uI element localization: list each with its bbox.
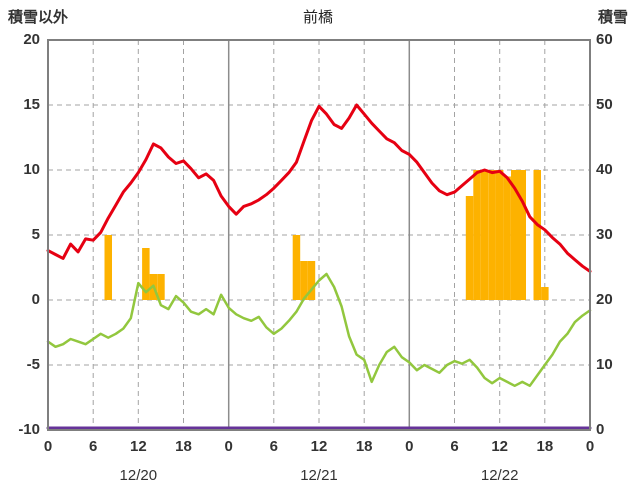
hour-label: 12 bbox=[310, 438, 328, 455]
date-label: 12/21 bbox=[300, 467, 338, 484]
date-label: 12/22 bbox=[480, 467, 519, 484]
right-axis-tick: 10 bbox=[596, 356, 613, 373]
right-axis-tick: 20 bbox=[596, 291, 613, 308]
hour-label: 0 bbox=[224, 438, 233, 455]
left-axis-tick: -10 bbox=[18, 421, 40, 438]
right-axis-tick: 60 bbox=[596, 31, 613, 48]
hour-label: 18 bbox=[355, 438, 373, 455]
right-axis-title: 積雪 bbox=[597, 9, 628, 26]
right-axis-tick: 40 bbox=[596, 161, 613, 178]
hour-label: 12 bbox=[129, 438, 147, 455]
hour-label: 18 bbox=[175, 438, 192, 455]
left-axis-tick: 5 bbox=[31, 226, 40, 243]
hour-label: 6 bbox=[269, 438, 278, 455]
date-label: 12/20 bbox=[119, 467, 158, 484]
hour-label: 12 bbox=[491, 438, 508, 455]
right-axis-tick: 30 bbox=[596, 226, 613, 243]
hour-label: 18 bbox=[536, 438, 554, 455]
right-axis-tick: 50 bbox=[596, 96, 613, 113]
hour-label: 0 bbox=[43, 438, 53, 455]
left-axis-tick: 15 bbox=[23, 96, 40, 113]
hour-label: 0 bbox=[585, 438, 595, 455]
hour-label: 0 bbox=[405, 438, 414, 455]
left-axis-tick: 10 bbox=[23, 161, 40, 178]
left-axis-tick: 0 bbox=[31, 291, 40, 308]
left-axis-tick: 20 bbox=[23, 31, 40, 48]
chart-title: 前橋 bbox=[302, 9, 333, 26]
left-axis-tick: -5 bbox=[26, 356, 40, 373]
right-axis-tick: 0 bbox=[596, 421, 605, 438]
hour-label: 6 bbox=[450, 438, 459, 455]
left-axis-title: 積雪以外 bbox=[8, 9, 69, 26]
hour-label: 6 bbox=[88, 438, 98, 455]
